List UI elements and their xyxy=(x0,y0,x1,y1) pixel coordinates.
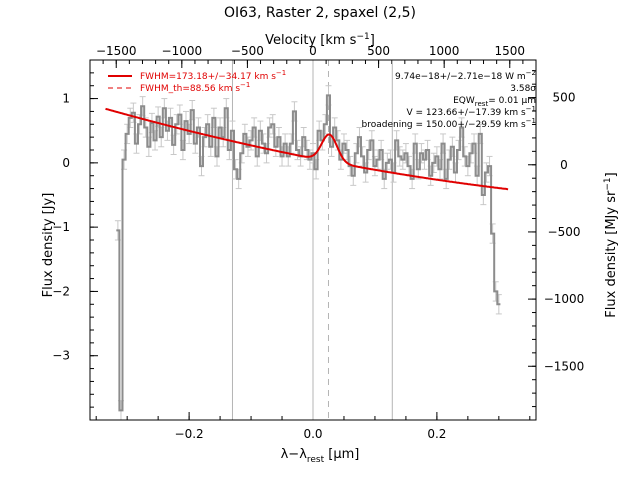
y-tick-label: −1 xyxy=(52,220,70,234)
right-tick-label: 500 xyxy=(553,91,576,105)
x-axis-label: λ−λrest [μm] xyxy=(281,447,360,465)
left-axis-ticks: −3 −2 −1 0 1 xyxy=(52,72,98,408)
top-tick-label: 500 xyxy=(367,44,390,58)
annotation-velocity: V = 123.66+/−17.39 km s−1 xyxy=(406,105,536,118)
y-tick-label: −3 xyxy=(52,349,70,363)
top-tick-label: −1000 xyxy=(162,44,203,58)
x-tick-label: 0.0 xyxy=(303,427,322,441)
legend-fit-label: FWHM=173.18+/−34.17 km s−1 xyxy=(140,69,286,82)
annotation-flux: 9.74e−18+/−2.71e−18 W m−2 xyxy=(395,69,536,82)
top-axis-label: Velocity [km s−1] xyxy=(265,32,375,48)
y-axis-label-right: Flux density [MJy sr−1] xyxy=(603,172,619,317)
legend: FWHM=173.18+/−34.17 km s−1 FWHM_th=88.56… xyxy=(108,69,286,94)
top-tick-label: −1500 xyxy=(96,44,137,58)
x-tick-label: 0.2 xyxy=(427,427,446,441)
legend-inst-label: FWHM_th=88.56 km s−1 xyxy=(140,81,250,94)
x-tick-label: −0.2 xyxy=(175,427,204,441)
y-tick-label: 0 xyxy=(62,156,70,170)
top-tick-label: 1000 xyxy=(429,44,460,58)
annotation-significance: 3.58σ xyxy=(510,84,536,94)
data-series-line xyxy=(116,94,501,412)
bottom-axis-ticks: −0.2 0.0 0.2 xyxy=(95,412,531,441)
chart-title: OI63, Raster 2, spaxel (2,5) xyxy=(224,5,416,21)
annotation-eqw: EQWrest= 0.01 μm xyxy=(453,96,536,108)
y-tick-label: −2 xyxy=(52,284,70,298)
y-tick-label: 1 xyxy=(62,92,70,106)
top-tick-label: 0 xyxy=(309,44,317,58)
right-tick-label: −1500 xyxy=(544,359,585,373)
right-tick-label: 0 xyxy=(560,158,568,172)
annotation-broadening: broadening = 150.00+/−29.59 km s−1 xyxy=(362,117,536,130)
top-tick-label: 1500 xyxy=(494,44,525,58)
reference-lines xyxy=(231,60,393,420)
y-axis-label-left: Flux density [Jy] xyxy=(41,193,56,298)
top-tick-label: −500 xyxy=(231,44,264,58)
right-tick-label: −500 xyxy=(548,225,581,239)
plot-frame xyxy=(89,59,537,421)
top-axis-ticks: −1500 −1000 −500 0 500 1000 1500 xyxy=(96,44,525,68)
fit-gaussian-component xyxy=(298,133,361,168)
fit-annotations: 9.74e−18+/−2.71e−18 W m−2 3.58σ EQWrest=… xyxy=(362,69,537,130)
right-axis-ticks: −1500 −1000 −500 0 500 xyxy=(528,70,585,408)
right-tick-label: −1000 xyxy=(544,292,585,306)
